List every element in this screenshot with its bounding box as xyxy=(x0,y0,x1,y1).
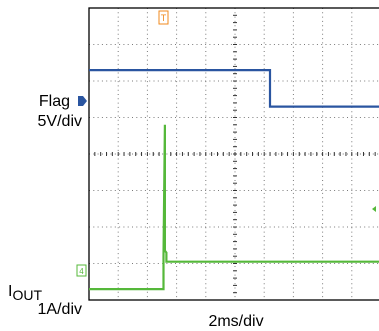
iout-marker-box xyxy=(76,264,87,277)
iout-scale-label: 1A/div xyxy=(38,301,82,318)
iout-label-main: I xyxy=(8,283,12,300)
grid xyxy=(88,7,379,301)
time-scale-label: 2ms/div xyxy=(208,313,263,330)
traces xyxy=(89,68,379,291)
flag-channel-label: Flag xyxy=(39,93,70,110)
flag-scale-label: 5V/div xyxy=(38,113,82,130)
plot-frame xyxy=(88,7,379,301)
iout-channel-marker: 4 xyxy=(76,264,87,277)
iout-edge-arrow-icon xyxy=(372,206,376,212)
iout-trace xyxy=(89,124,379,291)
trigger-marker-text: T xyxy=(161,13,167,23)
iout-marker-text: 4 xyxy=(79,267,84,276)
trigger-marker-box xyxy=(158,10,169,25)
iout-label-sub: OUT xyxy=(12,287,42,303)
flag-channel-marker xyxy=(78,96,87,106)
iout-channel-label: IOUT xyxy=(8,283,42,303)
flag-trace xyxy=(89,68,379,108)
flag-marker-shape xyxy=(78,96,87,106)
trigger-marker: T xyxy=(158,10,169,25)
